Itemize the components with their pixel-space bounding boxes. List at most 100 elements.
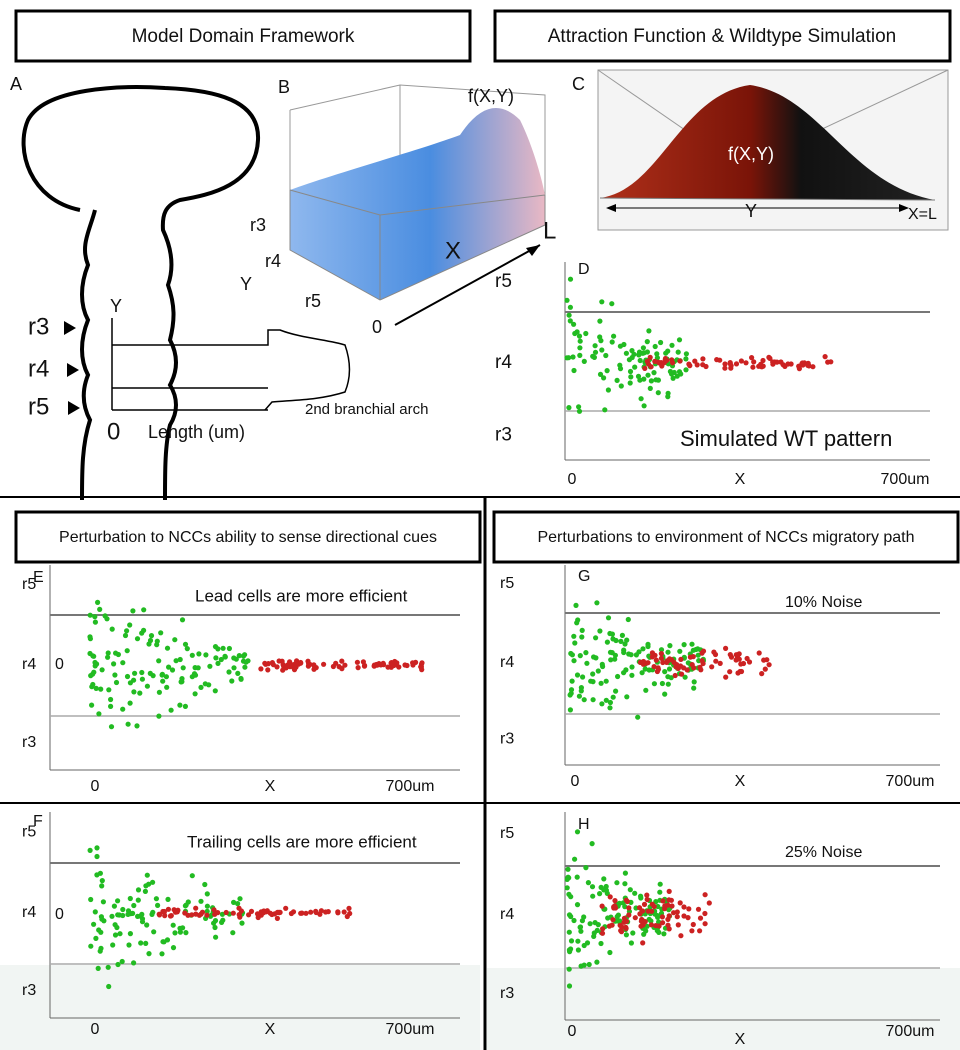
green-cell [231,665,237,671]
red-cell [644,358,651,364]
green-cell [626,651,632,657]
red-cell [700,356,706,362]
green-cell [566,355,572,361]
red-cell [168,913,174,919]
green-cell [577,352,583,358]
red-cell [669,903,675,909]
red-cell [236,905,242,911]
green-cell [235,901,241,907]
green-cell [565,866,571,872]
x-label: 0 [571,773,580,790]
red-cell [653,657,659,663]
arrowhead [526,245,540,256]
green-cell [158,630,164,636]
red-cell [762,666,768,672]
red-cell [665,922,671,928]
red-cell [689,928,695,934]
green-cell [211,920,217,926]
red-cell [341,909,347,915]
red-cell [599,930,606,936]
green-cell [662,669,668,675]
red-cell [644,896,650,903]
x-label: 700um [886,773,935,790]
green-cell [575,938,581,944]
green-cell [163,674,169,680]
green-cell [93,935,99,942]
green-cell [580,674,586,680]
green-cell [576,404,582,410]
green-cell [574,672,581,678]
red-cell [336,664,342,670]
green-cell [577,924,583,930]
red-cell [722,361,728,367]
green-cell [600,663,606,670]
green-cell [94,853,100,860]
red-cell [274,915,280,922]
green-cell [677,648,683,654]
green-cell [651,681,658,687]
green-cell [242,664,248,670]
red-cell [196,912,202,918]
green-cell [581,358,587,364]
green-cell [226,669,232,675]
red-cell [746,659,753,665]
x-label: 0 [568,471,577,488]
red-cell [756,650,762,656]
rhombomere: r5 [495,271,512,292]
green-cell [226,645,232,652]
green-cell [222,654,228,660]
green-cell [675,349,681,355]
green-cell [137,690,143,696]
green-cell [239,920,245,926]
green-cell [597,891,603,897]
panel-label: A [10,74,22,94]
green-cell [172,637,178,643]
x-label: 700um [386,778,435,795]
green-cell [237,896,243,902]
green-cell [177,929,183,935]
green-cell [589,841,595,847]
green-cell [614,880,620,886]
red-cell [674,662,680,668]
rhombomere: r5 [22,824,36,841]
green-cell [591,930,597,936]
annotation: 25% Noise [785,844,862,861]
green-cell [597,334,603,340]
red-cell [738,661,744,667]
green-cell [183,930,189,936]
green-cell [117,931,123,937]
green-cell [644,339,650,345]
red-cell [648,364,654,370]
surface [600,85,935,200]
green-cell [235,670,241,677]
green-cell [87,612,93,618]
red-cell [670,360,676,366]
green-cell [153,896,159,902]
green-cell [243,659,249,665]
green-cell [95,965,101,972]
green-cell [100,899,106,905]
green-cell [612,652,619,658]
green-cell [568,687,575,693]
red-cell [267,910,273,916]
green-cell [131,960,137,966]
green-cell [603,697,609,703]
red-cell [758,361,764,367]
green-cell [144,683,150,689]
green-cell [622,881,628,887]
green-cell [595,668,601,674]
green-cell [607,699,614,706]
green-cell [91,921,97,927]
x-label: X [265,1021,276,1038]
green-cell [572,856,578,862]
green-cell [624,694,630,700]
red-cell [774,359,780,365]
green-cell [576,408,583,414]
green-cell [96,711,102,717]
red-cell [703,363,709,370]
green-cell [177,656,183,663]
green-cell [215,660,221,667]
green-cell [624,637,630,643]
red-cell [684,667,690,673]
red-cell [733,361,740,367]
